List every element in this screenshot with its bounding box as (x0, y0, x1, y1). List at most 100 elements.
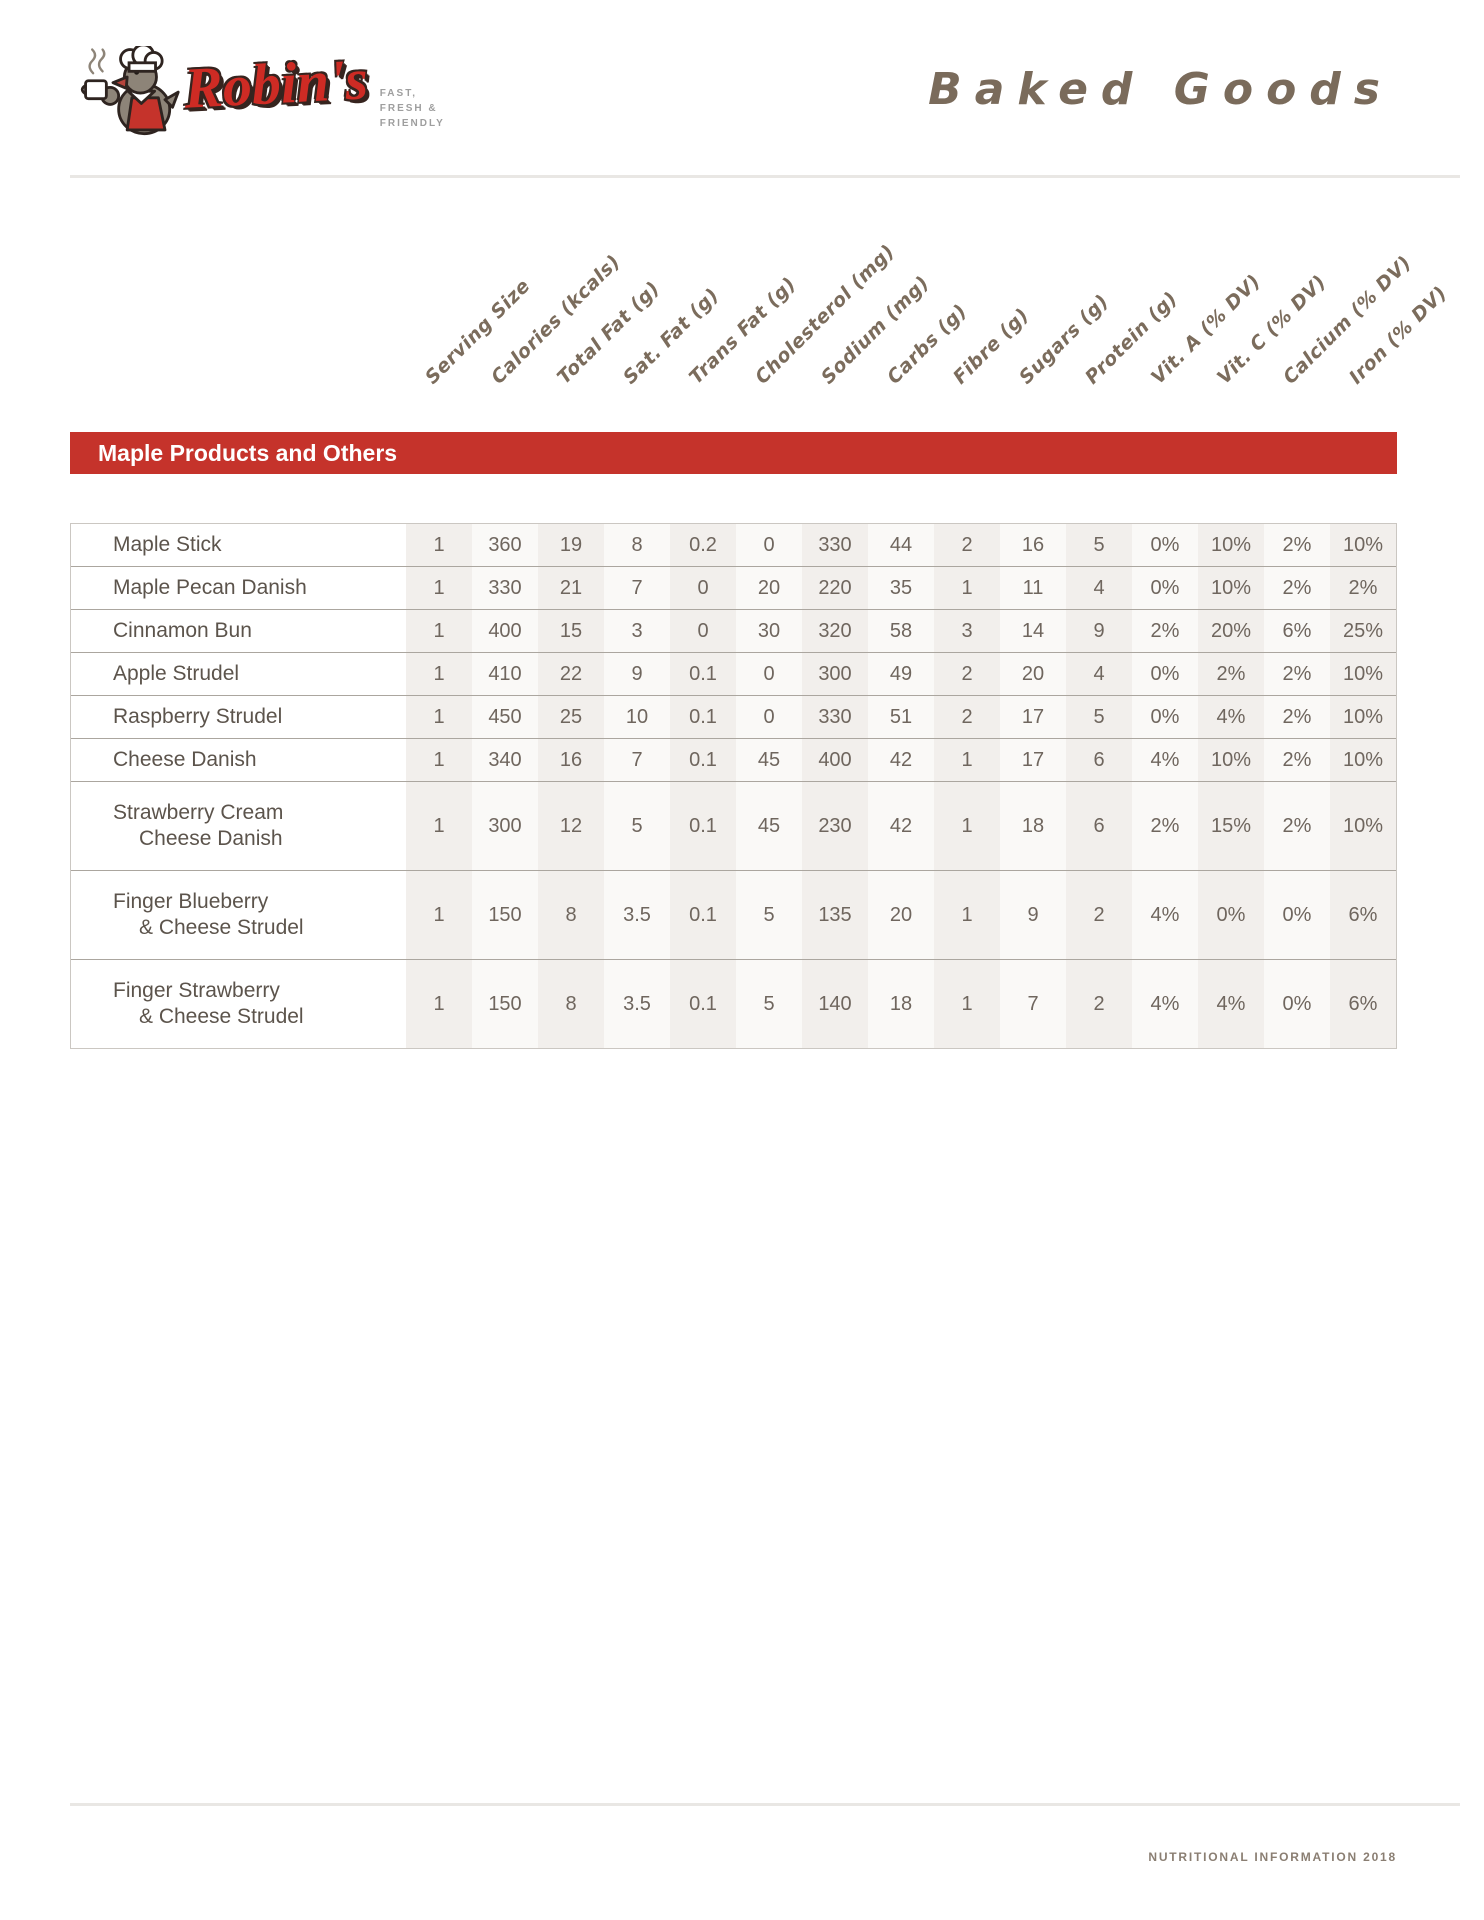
value-cell: 4% (1216, 705, 1246, 728)
value-cell: 2 (1093, 903, 1105, 926)
column-band (670, 524, 736, 1048)
value-cell: 0.1 (689, 814, 717, 837)
value-cell: 15 (559, 619, 583, 642)
value-cell: 5 (1093, 705, 1105, 728)
value-cell: 0 (763, 533, 775, 556)
column-band (868, 524, 934, 1048)
value-cell: 230 (818, 814, 852, 837)
product-name-line: Raspberry Strudel (113, 705, 283, 728)
value-cell: 3.5 (623, 903, 651, 926)
value-cell: 0 (763, 705, 775, 728)
value-cell: 0% (1150, 533, 1180, 556)
value-cell: 6 (1093, 814, 1105, 837)
value-cell: 9 (1027, 903, 1039, 926)
value-cell: 58 (889, 619, 913, 642)
value-cell: 320 (818, 619, 852, 642)
tagline-line: FAST, (379, 88, 417, 99)
value-cell: 4% (1150, 992, 1180, 1015)
value-cell: 30 (757, 619, 781, 642)
value-cell: 45 (757, 814, 781, 837)
value-cell: 1 (433, 576, 445, 599)
column-band (1066, 524, 1132, 1048)
value-cell: 4 (1093, 576, 1105, 599)
value-cell: 10% (1342, 533, 1384, 556)
column-band (1330, 524, 1396, 1048)
value-cell: 0 (763, 662, 775, 685)
product-name-line: Maple Pecan Danish (113, 576, 307, 599)
value-cell: 400 (818, 748, 852, 771)
value-cell: 2% (1282, 748, 1312, 771)
value-cell: 19 (559, 533, 583, 556)
value-cell: 360 (488, 533, 522, 556)
product-name-line: Cinnamon Bun (113, 619, 252, 642)
value-cell: 0 (697, 619, 709, 642)
value-cell: 51 (889, 705, 913, 728)
value-cell: 9 (1093, 619, 1105, 642)
value-cell: 20 (1021, 662, 1045, 685)
column-band (406, 524, 472, 1048)
column-band (538, 524, 604, 1048)
table-row: Cinnamon Bun 1 400 15 3 0 30 320 58 3 14 9 2% 20% 6% 25… (71, 609, 1396, 652)
brand-tagline: FAST, FRESH & FRIENDLY (380, 86, 445, 131)
top-divider (70, 175, 1460, 178)
value-cell: 15% (1210, 814, 1252, 837)
value-cell: 1 (433, 748, 445, 771)
value-cell: 0% (1282, 903, 1312, 926)
value-cell: 1 (961, 748, 973, 771)
product-name: Maple Stick (71, 532, 406, 558)
product-name: Maple Pecan Danish (71, 575, 406, 601)
page-title: Baked Goods (928, 64, 1393, 115)
value-cell: 10 (625, 705, 649, 728)
product-name-line: & Cheese Strudel (139, 1005, 304, 1028)
value-cell: 0.2 (689, 533, 717, 556)
value-cell: 150 (488, 992, 522, 1015)
value-cell: 6% (1282, 619, 1312, 642)
value-cell: 0.1 (689, 662, 717, 685)
product-name-line: Cheese Danish (113, 748, 257, 771)
value-cell: 150 (488, 903, 522, 926)
table-row: Apple Strudel 1 410 22 9 0.1 0 300 49 2 20 4 0% 2% 2% 1… (71, 652, 1396, 695)
value-cell: 9 (631, 662, 643, 685)
product-name: Cheese Danish (71, 747, 406, 773)
bottom-divider (70, 1803, 1460, 1806)
value-cell: 45 (757, 748, 781, 771)
value-cell: 1 (433, 705, 445, 728)
value-cell: 5 (1093, 533, 1105, 556)
value-cell: 10% (1210, 576, 1252, 599)
value-cell: 0% (1150, 662, 1180, 685)
column-band (1264, 524, 1330, 1048)
value-cell: 300 (818, 662, 852, 685)
value-cell: 4 (1093, 662, 1105, 685)
value-cell: 5 (763, 903, 775, 926)
value-cell: 1 (433, 533, 445, 556)
product-name-line: Cheese Danish (139, 827, 283, 850)
table-row: Finger Blueberry & Cheese Strudel 1 150 8 3.5… (71, 870, 1396, 959)
value-cell: 42 (889, 814, 913, 837)
value-cell: 7 (631, 576, 643, 599)
brand-logo: Robin's FAST, FRESH & FRIENDLY (78, 43, 445, 147)
value-cell: 0% (1282, 992, 1312, 1015)
nutrition-table: Maple Stick 1 360 19 8 0.2 0 330 44 2 16 5 0% 10% 2% 10… (70, 523, 1397, 1049)
product-name-line: Finger Blueberry (113, 890, 269, 913)
tagline-line: FRESH & (379, 103, 438, 114)
table-row: Cheese Danish 1 340 16 7 0.1 45 400 42 1 17 6 4% 10% 2… (71, 738, 1396, 781)
product-name: Finger Blueberry & Cheese Strudel (71, 889, 406, 941)
column-headers: Serving Size Calories (kcals) Total Fat (g… (0, 0, 1484, 430)
robin-mascot-icon (78, 43, 182, 147)
column-band (802, 524, 868, 1048)
value-cell: 2 (961, 533, 973, 556)
value-cell: 5 (631, 814, 643, 837)
value-cell: 400 (488, 619, 522, 642)
value-cell: 2% (1216, 662, 1246, 685)
value-cell: 10% (1210, 748, 1252, 771)
value-cell: 11 (1022, 576, 1044, 599)
tagline-line: FRIENDLY (379, 118, 445, 129)
value-cell: 10% (1342, 705, 1384, 728)
footer-note: NUTRITIONAL INFORMATION 2018 (1148, 1850, 1397, 1864)
value-cell: 25 (559, 705, 583, 728)
value-cell: 1 (433, 903, 445, 926)
value-cell: 135 (818, 903, 852, 926)
section-banner: Maple Products and Others (70, 432, 1397, 474)
value-cell: 0% (1150, 576, 1180, 599)
